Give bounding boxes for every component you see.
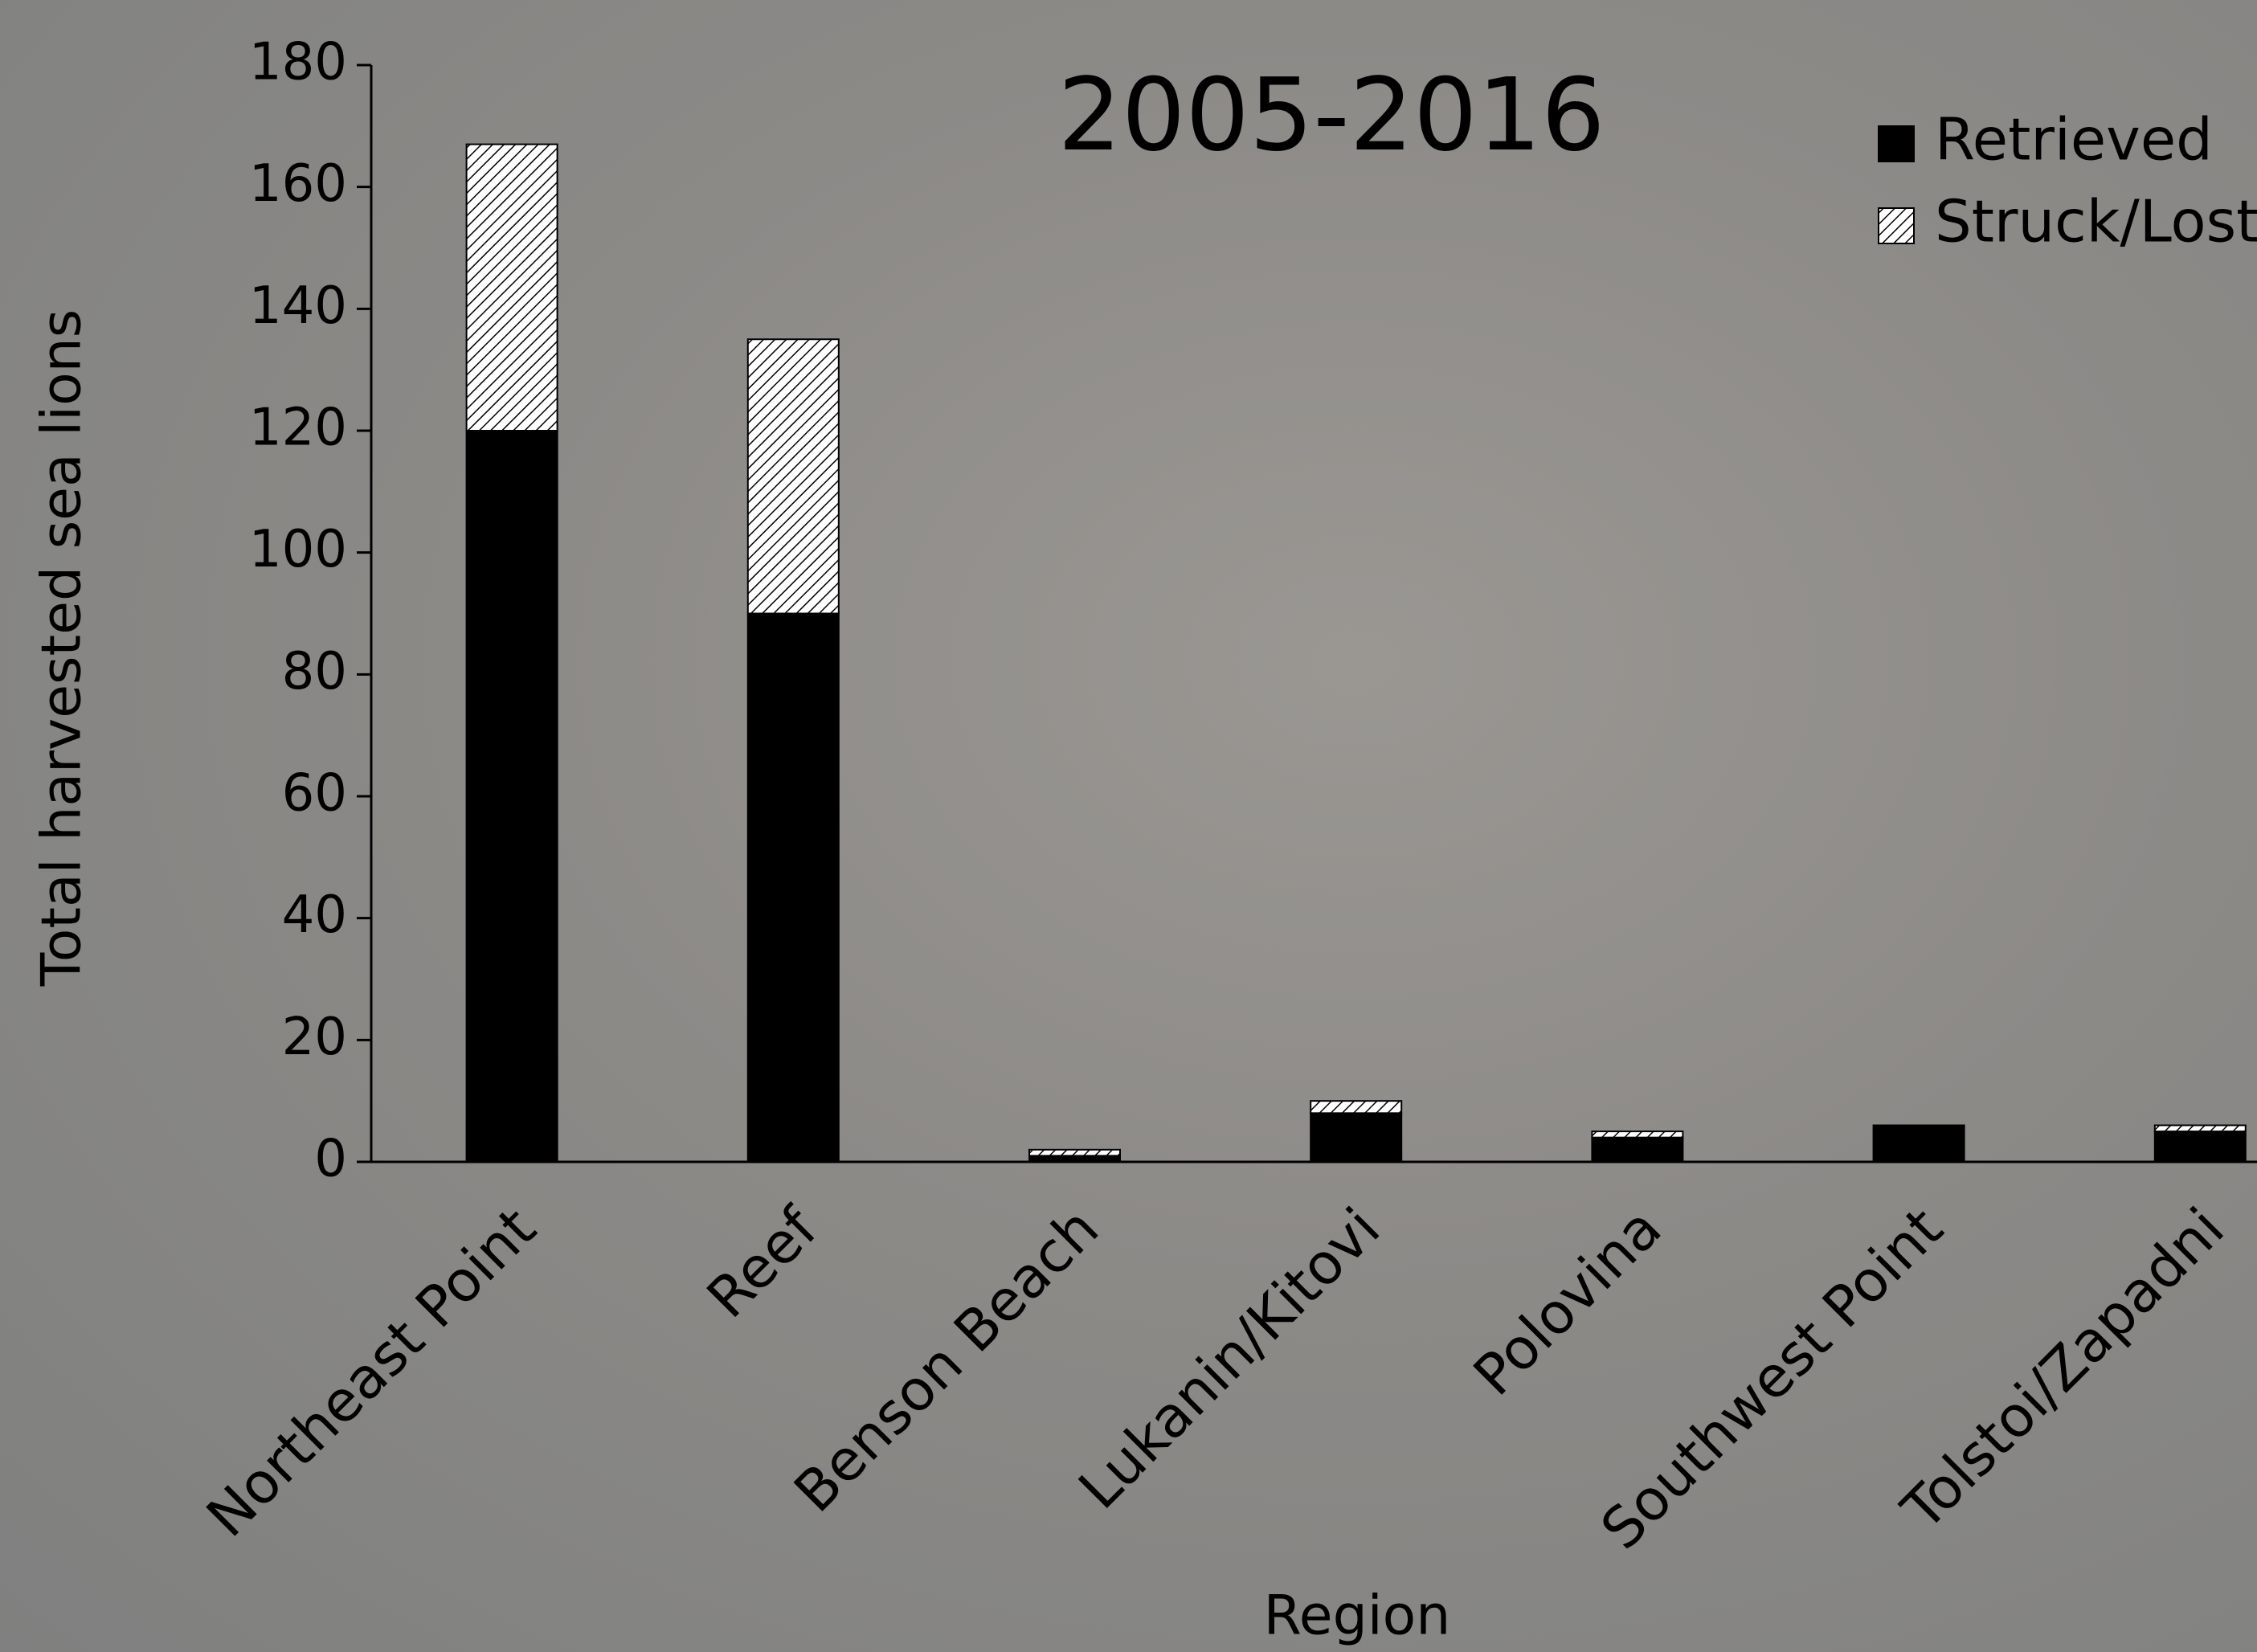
bar-segment [2155, 1126, 2246, 1132]
x-tick-label: Lukanin/Kitovi [1066, 1195, 1392, 1521]
x-axis-label: Region [1264, 1585, 1451, 1648]
y-tick-label: 80 [282, 642, 347, 701]
legend-swatch [1879, 208, 1914, 243]
bar-segment [1029, 1150, 1120, 1156]
legend-label: Retrieved [1935, 106, 2213, 174]
y-tick-label: 20 [282, 1008, 347, 1067]
y-tick-label: 60 [282, 764, 347, 824]
bar-segment [2155, 1131, 2246, 1162]
legend-label: Struck/Lost [1935, 188, 2257, 256]
page: 2005-2016 Region Total harvested sea lio… [0, 0, 2257, 1652]
y-axis-label: Total harvested sea lions [31, 309, 94, 987]
bar-segment [1310, 1113, 1401, 1162]
y-tick-label: 120 [249, 399, 347, 458]
legend-swatch [1879, 126, 1914, 162]
x-tick-label: Polovina [1461, 1195, 1674, 1408]
y-tick-label: 180 [249, 33, 347, 92]
bar-segment [467, 431, 558, 1162]
bar-segment [1310, 1101, 1401, 1113]
chart: 2005-2016 Region Total harvested sea lio… [0, 0, 2257, 1652]
bar-segment [467, 145, 558, 431]
bar-segment [1592, 1131, 1683, 1138]
y-tick-label: 0 [314, 1130, 347, 1189]
x-tick-label: Reef [694, 1195, 830, 1331]
y-tick-label: 160 [249, 154, 347, 214]
y-tick-label: 140 [249, 276, 347, 336]
y-tick-label: 40 [282, 885, 347, 945]
bar-segment [748, 614, 839, 1163]
x-tick-label: Northeast Point [194, 1195, 549, 1549]
bar-segment [1029, 1155, 1120, 1162]
chart-title: 2005-2016 [1057, 57, 1605, 174]
y-tick-label: 100 [249, 520, 347, 579]
x-tick-label: Benson Beach [782, 1195, 1111, 1524]
bar-segment [1874, 1126, 1965, 1163]
bar-segment [748, 339, 839, 613]
bar-segment [1592, 1138, 1683, 1162]
